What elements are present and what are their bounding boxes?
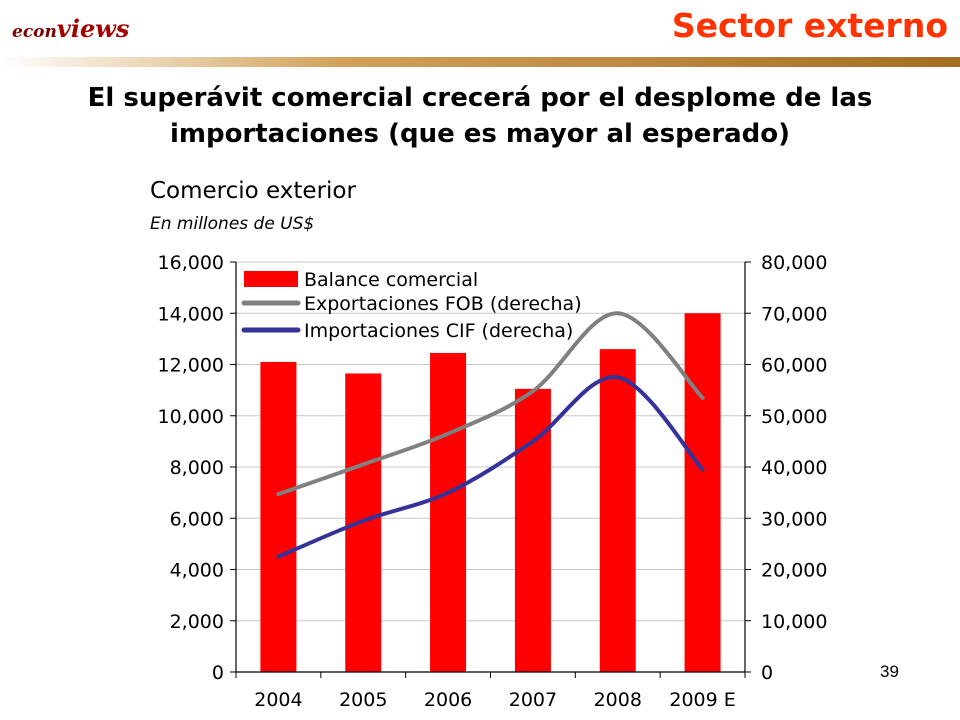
x-axis-tick-label: 2007 (509, 689, 557, 711)
bar-balance-comercial (430, 352, 467, 672)
slide-headline: El superávit comercial crecerá por el de… (20, 80, 940, 152)
right-axis-tick-label: 80,000 (761, 252, 827, 274)
left-axis-tick-label: 12,000 (158, 355, 224, 377)
left-axis-tick-label: 4,000 (170, 560, 224, 582)
header-divider (0, 57, 960, 67)
right-axis-tick-label: 60,000 (761, 355, 827, 377)
right-axis-tick-label: 0 (761, 662, 773, 684)
left-axis-tick-label: 8,000 (170, 457, 224, 479)
line-importaciones-cif (276, 375, 705, 559)
right-axis-tick-label: 30,000 (761, 508, 827, 530)
left-axis-tick-label: 6,000 (170, 508, 224, 530)
left-axis-tick-label: 0 (212, 662, 224, 684)
econviews-logo: econviews (12, 14, 130, 43)
legend-label: Exportaciones FOB (derecha) (304, 293, 582, 315)
right-axis-tick-label: 10,000 (761, 611, 827, 633)
bar-balance-comercial (684, 313, 721, 672)
x-axis-tick-label: 2008 (594, 689, 642, 711)
chart-subtitle: En millones de US$ (150, 214, 315, 234)
right-axis-tick-label: 20,000 (761, 560, 827, 582)
left-axis-tick-label: 14,000 (158, 303, 224, 325)
right-axis-tick-label: 70,000 (761, 303, 827, 325)
page-number: 39 (880, 662, 899, 681)
left-axis-tick-label: 16,000 (158, 252, 224, 274)
headline-line-2: importaciones (que es mayor al esperado) (169, 119, 791, 149)
right-axis-tick-label: 40,000 (761, 457, 827, 479)
legend-label: Importaciones CIF (derecha) (304, 320, 573, 342)
legend-swatch-bar (244, 271, 298, 287)
bar-balance-comercial (599, 349, 636, 672)
x-axis-tick-label: 2004 (254, 689, 302, 711)
x-axis-tick-label: 2006 (424, 689, 472, 711)
section-title: Sector externo (671, 6, 948, 45)
bar-balance-comercial (514, 388, 551, 672)
bar-balance-comercial (260, 361, 297, 672)
right-axis-tick-label: 50,000 (761, 406, 827, 428)
x-axis-tick-label: 2005 (339, 689, 387, 711)
line-exportaciones-fob (276, 311, 705, 497)
legend-label: Balance comercial (304, 269, 478, 291)
chart-title: Comercio exterior (150, 178, 356, 204)
headline-line-1: El superávit comercial crecerá por el de… (87, 83, 873, 113)
left-axis-tick-label: 2,000 (170, 611, 224, 633)
x-axis-tick-label: 2009 E (669, 689, 735, 711)
left-axis-tick-label: 10,000 (158, 406, 224, 428)
